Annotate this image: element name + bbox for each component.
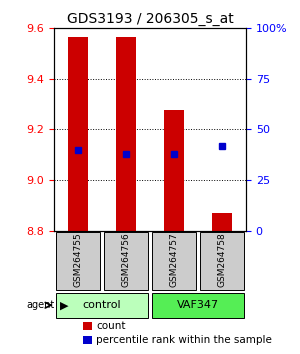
Text: GSM264758: GSM264758	[218, 232, 226, 287]
Text: count: count	[96, 321, 126, 331]
Bar	[83, 322, 92, 330]
FancyBboxPatch shape	[200, 232, 244, 290]
Title: GDS3193 / 206305_s_at: GDS3193 / 206305_s_at	[67, 12, 233, 26]
Bar	[164, 110, 184, 230]
Bar	[212, 213, 232, 230]
FancyBboxPatch shape	[56, 232, 100, 290]
Text: agent: agent	[27, 300, 55, 310]
FancyBboxPatch shape	[152, 232, 196, 290]
Bar	[83, 336, 92, 344]
FancyBboxPatch shape	[104, 232, 148, 290]
Text: GSM264757: GSM264757	[169, 232, 178, 287]
Text: GSM264756: GSM264756	[122, 232, 130, 287]
Bar	[116, 37, 136, 230]
FancyBboxPatch shape	[56, 293, 148, 318]
Text: control: control	[83, 299, 121, 310]
Text: GSM264755: GSM264755	[74, 232, 82, 287]
Text: VAF347: VAF347	[177, 299, 219, 310]
Bar	[68, 37, 88, 230]
Text: ▶: ▶	[60, 300, 68, 310]
Text: percentile rank within the sample: percentile rank within the sample	[96, 335, 272, 345]
FancyBboxPatch shape	[152, 293, 244, 318]
